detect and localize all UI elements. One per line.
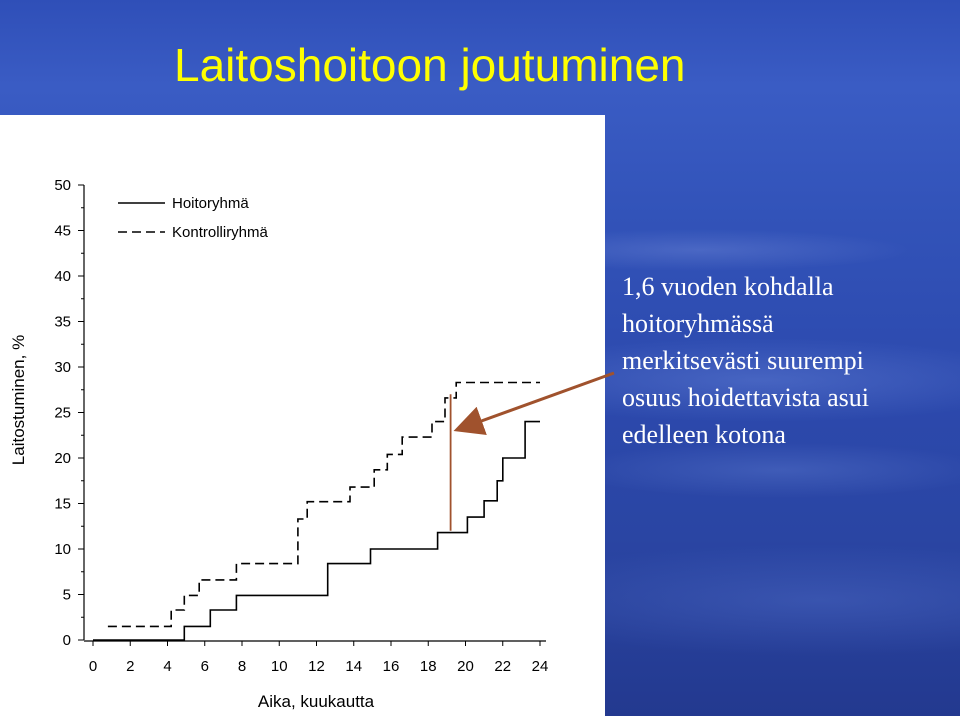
annotation-line: 1,6 vuoden kohdalla <box>622 272 834 301</box>
legend-label-hoitoryhma: Hoitoryhmä <box>172 195 249 212</box>
y-tick-label: 15 <box>54 496 71 513</box>
chart-series <box>93 381 540 641</box>
y-axis-ticks: 0 5 10 15 20 25 30 35 40 45 50 <box>54 177 84 649</box>
chart-panel: 0 5 10 15 20 25 30 35 40 45 50 0 2 4 6 8 10 12 14 16 18 20 22… <box>0 115 605 716</box>
x-tick-label: 6 <box>201 658 209 675</box>
x-tick-label: 22 <box>494 658 511 675</box>
x-tick-label: 14 <box>345 658 362 675</box>
x-tick-label: 8 <box>238 658 246 675</box>
y-tick-label: 25 <box>54 405 71 422</box>
chart-legend: Hoitoryhmä Kontrolliryhmä <box>118 195 269 241</box>
x-tick-label: 20 <box>457 658 474 675</box>
y-tick-label: 5 <box>63 587 71 604</box>
y-tick-label: 45 <box>54 223 71 240</box>
y-tick-label: 35 <box>54 314 71 331</box>
y-tick-label: 40 <box>54 268 71 285</box>
x-tick-label: 2 <box>126 658 134 675</box>
y-tick-label: 10 <box>54 541 71 558</box>
x-tick-label: 10 <box>271 658 288 675</box>
x-axis-label: Aika, kuukautta <box>258 692 375 711</box>
x-tick-label: 0 <box>89 658 97 675</box>
x-tick-label: 16 <box>383 658 400 675</box>
annotation-text: 1,6 vuoden kohdalla hoitoryhmässä merkit… <box>622 268 952 453</box>
x-tick-label: 24 <box>532 658 549 675</box>
legend-label-kontrolliryhma: Kontrolliryhmä <box>172 224 269 241</box>
y-tick-label: 50 <box>54 177 71 194</box>
series-line-0 <box>93 420 540 641</box>
arrow-line <box>453 371 615 435</box>
y-tick-label: 30 <box>54 359 71 376</box>
x-tick-label: 4 <box>163 658 171 675</box>
series-line-1 <box>107 381 540 628</box>
y-tick-label: 20 <box>54 450 71 467</box>
x-tick-label: 18 <box>420 658 437 675</box>
annotation-line: hoitoryhmässä <box>622 309 774 338</box>
annotation-line: merkitsevästi suurempi <box>622 346 864 375</box>
x-axis-ticks: 0 2 4 6 8 10 12 14 16 18 20 22 24 <box>89 641 549 675</box>
slide-title: Laitoshoitoon joutuminen <box>174 39 686 91</box>
annotation-line: edelleen kotona <box>622 420 786 449</box>
x-tick-label: 12 <box>308 658 325 675</box>
y-axis-label: Laitostuminen, % <box>9 335 28 465</box>
y-tick-label: 0 <box>63 632 71 649</box>
annotation-line: osuus hoidettavista asui <box>622 383 869 412</box>
